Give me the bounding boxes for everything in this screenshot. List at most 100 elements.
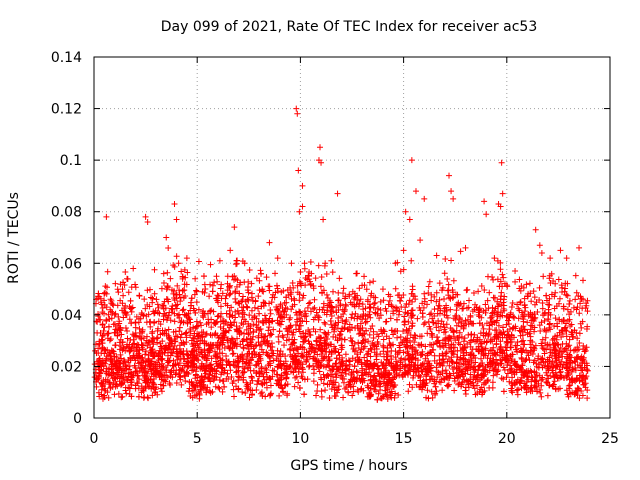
data-point [220,332,227,339]
data-point [583,344,590,351]
data-point [331,347,338,354]
data-point [167,373,174,380]
data-point [485,305,492,312]
data-point [159,338,166,345]
data-point [462,387,469,394]
data-point-peak [163,234,170,241]
data-point [584,297,591,304]
data-point [455,339,462,346]
data-point [446,294,453,301]
data-point [527,322,534,329]
data-point [219,378,226,385]
data-point [434,374,441,381]
data-point [313,337,320,344]
data-point [489,379,496,386]
data-point-peak [231,224,238,231]
data-point [178,331,185,338]
data-point [222,318,229,325]
data-point [552,315,559,322]
data-point [238,319,245,326]
data-point [223,375,230,382]
data-point [574,385,581,392]
data-point [193,368,200,375]
data-point [253,370,260,377]
y-tick-label: 0.04 [51,308,82,324]
data-point [310,378,317,385]
data-point [467,343,474,350]
data-point [147,376,154,383]
data-point [104,389,111,396]
data-point [463,287,470,294]
data-point [458,333,465,340]
data-point [224,322,231,329]
data-point [367,314,374,321]
data-point [389,303,396,310]
data-point-peak [497,203,504,210]
data-point [565,363,572,370]
data-point [208,355,215,362]
data-point [273,282,280,289]
data-point [539,305,546,312]
data-point [405,318,412,325]
data-point [123,311,130,318]
data-point [333,374,340,381]
data-point [499,334,506,341]
data-point [209,342,216,349]
data-point [189,348,196,355]
data-point [409,351,416,358]
x-tick-label: 25 [601,431,619,447]
data-point [183,334,190,341]
data-point [574,304,581,311]
data-point [299,352,306,359]
data-point [538,393,545,400]
data-point-peak [111,311,118,318]
data-point [576,340,583,347]
data-point [336,275,343,282]
data-point [216,342,223,349]
data-point [374,339,381,346]
data-point [558,327,565,334]
data-point-peak [322,260,329,267]
data-point [498,289,505,296]
data-point [314,381,321,388]
data-point [196,346,203,353]
data-point [366,308,373,315]
data-point [352,310,359,317]
data-point [313,392,320,399]
data-point [139,326,146,333]
data-point [106,337,113,344]
data-point [428,297,435,304]
data-point [462,317,469,324]
data-point [334,366,341,373]
data-point [149,338,156,345]
data-point [180,350,187,357]
data-point [284,305,291,312]
data-point [140,335,147,342]
data-point [272,289,279,296]
chart-title: Day 099 of 2021, Rate Of TEC Index for r… [161,19,537,35]
data-point [372,294,379,301]
data-point [279,332,286,339]
data-point [134,380,141,387]
data-point [226,362,233,369]
data-point [408,323,415,330]
data-point [359,316,366,323]
data-point [281,342,288,349]
data-point [467,371,474,378]
data-point [505,317,512,324]
data-point [139,311,146,318]
data-point [584,367,591,374]
data-point [245,360,252,367]
data-point [322,333,329,340]
data-point [211,370,218,377]
data-point [531,328,538,335]
data-point [259,371,266,378]
data-point [411,293,418,300]
data-point [501,280,508,287]
data-point [436,302,443,309]
data-point [427,362,434,369]
data-point [490,372,497,379]
data-point [482,332,489,339]
data-point [337,362,344,369]
data-point [341,336,348,343]
